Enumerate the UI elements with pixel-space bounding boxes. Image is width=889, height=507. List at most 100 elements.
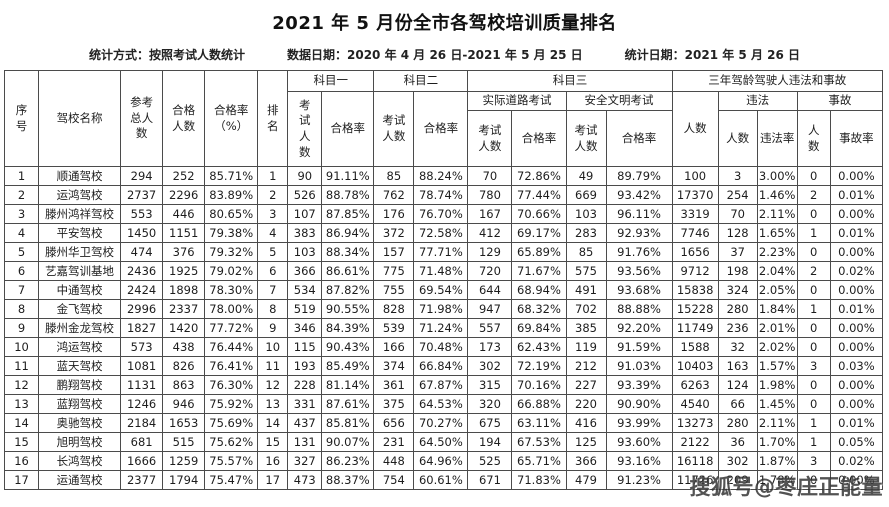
table-cell: 奥驰驾校 <box>38 413 122 433</box>
table-cell: 385 <box>565 318 607 338</box>
table-cell: 2 <box>796 185 831 205</box>
table-cell: 10 <box>3 337 40 357</box>
table-cell: 437 <box>287 413 323 433</box>
table-cell: 70.66% <box>511 204 567 224</box>
table-cell: 11 <box>257 356 289 376</box>
header-subject2: 科目二 <box>373 70 469 92</box>
table-cell: 198 <box>717 261 758 281</box>
table-cell: 鸿运驾校 <box>38 337 122 357</box>
table-cell: 0.03% <box>829 356 884 376</box>
table-cell: 702 <box>565 299 607 319</box>
table-cell: 2737 <box>120 185 164 205</box>
table-cell: 1.84% <box>756 299 798 319</box>
table-cell: 16118 <box>671 451 719 471</box>
table-cell: 775 <box>373 261 415 281</box>
table-cell: 75.62% <box>204 432 259 452</box>
table-cell: 鹏翔驾校 <box>38 375 122 395</box>
table-cell: 17 <box>3 470 40 490</box>
header-ty-count: 人数 <box>671 91 719 167</box>
table-cell: 79.38% <box>204 223 259 243</box>
table-cell: 372 <box>373 223 415 243</box>
table-cell: 85.71% <box>204 166 259 186</box>
header-s1-pass-rate: 合格率 <box>321 91 375 167</box>
table-cell: 17370 <box>671 185 719 205</box>
table-cell: 115 <box>287 337 323 357</box>
header-rank: 排名 <box>257 70 289 167</box>
table-cell: 顺通驾校 <box>38 166 122 186</box>
table-cell: 1.78% <box>756 470 798 490</box>
table-cell: 1588 <box>671 337 719 357</box>
header-accident: 事故 <box>796 91 884 111</box>
table-cell: 65.89% <box>511 242 567 262</box>
table-cell: 1 <box>796 432 831 452</box>
table-cell: 1827 <box>120 318 164 338</box>
table-cell: 86.23% <box>321 451 375 471</box>
table-cell: 1081 <box>120 356 164 376</box>
table-cell: 0.00% <box>829 470 884 490</box>
table-cell: 681 <box>120 432 164 452</box>
table-cell: 157 <box>373 242 415 262</box>
table-cell: 88.34% <box>321 242 375 262</box>
table-cell: 91.11% <box>321 166 375 186</box>
header-total: 参考总人数 <box>120 70 164 167</box>
table-row: 11 蓝天驾校 1081 826 76.41% 11 193 85.49% 374 66.84% 3… <box>3 356 884 376</box>
table-cell: 64.53% <box>413 394 469 414</box>
table-cell: 212 <box>565 356 607 376</box>
header-violation-count: 人数 <box>717 110 758 167</box>
header-s2-exam-count: 考试人数 <box>373 91 415 167</box>
table-cell: 90.55% <box>321 299 375 319</box>
table-cell: 8 <box>257 299 289 319</box>
table-cell: 0.00% <box>829 242 884 262</box>
table-cell: 90.43% <box>321 337 375 357</box>
table-cell: 720 <box>467 261 513 281</box>
table-cell: 280 <box>717 413 758 433</box>
table-cell: 79.32% <box>204 242 259 262</box>
table-cell: 65.71% <box>511 451 567 471</box>
table-row: 7 中通驾校 2424 1898 78.30% 7 534 87.82% 755 69.54% 64… <box>3 280 884 300</box>
table-cell: 573 <box>120 337 164 357</box>
table-cell: 70 <box>467 166 513 186</box>
table-cell: 旭明驾校 <box>38 432 122 452</box>
table-cell: 163 <box>717 356 758 376</box>
table-cell: 70.27% <box>413 413 469 433</box>
table-cell: 534 <box>287 280 323 300</box>
table-cell: 128 <box>717 223 758 243</box>
table-cell: 1.57% <box>756 356 798 376</box>
table-cell: 93.99% <box>605 413 673 433</box>
stat-method-label: 统计方式：按照考试人数统计 <box>88 48 245 62</box>
table-cell: 0.02% <box>829 261 884 281</box>
table-cell: 37 <box>717 242 758 262</box>
header-accident-count: 人数 <box>796 110 831 167</box>
table-cell: 11726 <box>671 470 719 490</box>
table-cell: 283 <box>565 223 607 243</box>
table-cell: 70.16% <box>511 375 567 395</box>
table-cell: 4540 <box>671 394 719 414</box>
table-cell: 946 <box>162 394 206 414</box>
table-cell: 1.45% <box>756 394 798 414</box>
table-cell: 125 <box>565 432 607 452</box>
table-cell: 91.23% <box>605 470 673 490</box>
table-cell: 1.87% <box>756 451 798 471</box>
table-cell: 2.01% <box>756 318 798 338</box>
table-cell: 68.94% <box>511 280 567 300</box>
table-cell: 96.11% <box>605 204 673 224</box>
table-cell: 3 <box>257 204 289 224</box>
table-cell: 228 <box>287 375 323 395</box>
table-row: 6 艺嘉驾训基地 2436 1925 79.02% 6 366 86.61% 775 71.48%… <box>3 261 884 281</box>
table-cell: 1898 <box>162 280 206 300</box>
table-cell: 3 <box>3 204 40 224</box>
table-cell: 78.30% <box>204 280 259 300</box>
table-row: 14 奥驰驾校 2184 1653 75.69% 14 437 85.81% 656 70.27%… <box>3 413 884 433</box>
table-cell: 93.68% <box>605 280 673 300</box>
table-cell: 14 <box>257 413 289 433</box>
table-cell: 416 <box>565 413 607 433</box>
meta-bar: 统计方式：按照考试人数统计 数据日期：2020 年 4 月 26 日-2021 … <box>0 46 889 63</box>
table-cell: 315 <box>467 375 513 395</box>
table-cell: 11749 <box>671 318 719 338</box>
table-cell: 78.74% <box>413 185 469 205</box>
table-cell: 0.00% <box>829 337 884 357</box>
table-cell: 0 <box>796 375 831 395</box>
table-cell: 331 <box>287 394 323 414</box>
table-cell: 2.02% <box>756 337 798 357</box>
table-cell: 71.98% <box>413 299 469 319</box>
